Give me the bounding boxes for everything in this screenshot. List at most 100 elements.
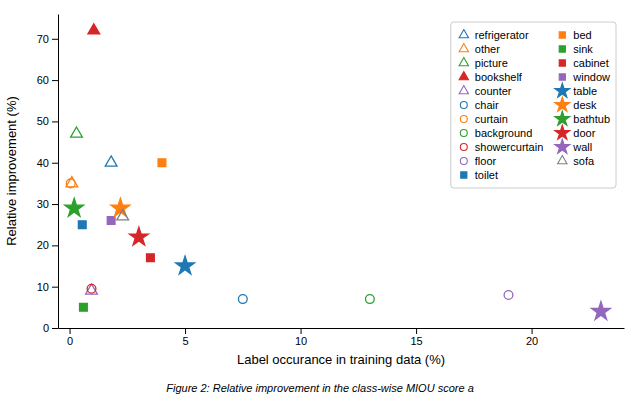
legend-item: chair [460, 99, 499, 111]
legend-symbol [555, 125, 570, 139]
point [176, 256, 195, 274]
legend-symbol [555, 111, 570, 125]
legend-label: picture [475, 57, 508, 69]
y-tick-mark [52, 204, 58, 205]
legend-symbol [460, 116, 467, 123]
legend-symbol [459, 58, 468, 66]
legend-label: refrigerator [475, 29, 529, 41]
point [117, 210, 129, 220]
legend-item: door [555, 125, 596, 139]
legend-item: curtain [460, 113, 508, 125]
point [87, 284, 96, 293]
legend-label: bookshelf [475, 71, 523, 83]
x-tick-label: 20 [526, 335, 538, 347]
legend-label: other [475, 43, 500, 55]
legend-symbol [555, 97, 570, 111]
point [65, 198, 84, 216]
legend-symbol [459, 72, 468, 80]
x-tick-label: 0 [67, 335, 73, 347]
legend-symbol [459, 86, 468, 94]
legend-symbol [460, 130, 467, 137]
y-tick: 0 [43, 322, 58, 334]
y-tick-label: 40 [37, 157, 49, 169]
y-tick: 40 [37, 157, 58, 169]
x-tick-mark [416, 328, 417, 334]
x-tick-label: 10 [295, 335, 307, 347]
legend-symbol [555, 139, 570, 153]
legend-label: bathtub [573, 113, 610, 125]
point [66, 177, 78, 187]
x-axis-title: Label occurance in training data (%) [237, 352, 445, 367]
legend-label: wall [572, 141, 592, 153]
legend-item: table [555, 83, 597, 97]
y-tick: 20 [37, 239, 58, 251]
y-tick-label: 10 [37, 281, 49, 293]
x-tick-label: 5 [182, 335, 188, 347]
legend-label: showercurtain [475, 141, 543, 153]
legend-label: bed [573, 29, 591, 41]
legend-symbol [460, 158, 467, 165]
legend-item: background [460, 127, 532, 139]
point [78, 221, 86, 229]
legend-label: sink [573, 43, 593, 55]
legend-symbol [460, 144, 467, 151]
legend-label: door [573, 127, 595, 139]
legend: refrigerator bed other sink picture cabinet bo… [451, 22, 616, 188]
legend-item: bed [559, 29, 591, 41]
legend-item: wall [555, 139, 592, 153]
legend-symbol [461, 172, 467, 178]
legend-item: other [459, 43, 500, 55]
legend-symbol [459, 44, 468, 52]
point [238, 295, 247, 304]
y-tick-mark [52, 245, 58, 246]
y-tick-label: 0 [43, 322, 49, 334]
point [86, 284, 98, 294]
y-tick-mark [52, 328, 58, 329]
y-axis-line [58, 15, 59, 329]
point [80, 303, 88, 311]
legend-label: table [573, 85, 597, 97]
y-tick: 70 [37, 33, 58, 45]
y-tick-label: 60 [37, 74, 49, 86]
legend-item: counter [459, 85, 512, 97]
legend-item: sink [559, 43, 593, 55]
y-tick: 10 [37, 281, 58, 293]
legend-label: background [475, 127, 533, 139]
x-tick: 20 [526, 328, 538, 347]
point [71, 127, 83, 137]
y-tick-mark [52, 39, 58, 40]
y-tick-label: 50 [37, 115, 49, 127]
x-tick-mark [185, 328, 186, 334]
point [504, 291, 513, 300]
point [88, 24, 100, 34]
x-tick-mark [70, 328, 71, 334]
legend-box [451, 22, 616, 188]
point [129, 227, 148, 245]
x-axis: 0 5 10 15 20 [59, 328, 625, 347]
point [147, 254, 155, 262]
legend-item: bookshelf [459, 71, 523, 83]
legend-label: cabinet [573, 57, 608, 69]
x-tick: 0 [67, 328, 73, 347]
legend-label: curtain [475, 113, 508, 125]
point [66, 179, 75, 188]
legend-item: window [559, 71, 610, 83]
point [366, 295, 375, 304]
legend-item: refrigerator [459, 29, 529, 41]
point [105, 156, 117, 166]
legend-item: bathtub [555, 111, 610, 125]
x-tick: 15 [410, 328, 422, 347]
y-tick-mark [52, 163, 58, 164]
legend-label: chair [475, 99, 499, 111]
legend-label: window [572, 71, 610, 83]
legend-symbol [460, 102, 467, 109]
chart: 05101520010203040506070Label occurance i… [0, 0, 640, 400]
legend-item: cabinet [559, 57, 609, 69]
y-axis-title: Relative improvement (%) [4, 96, 19, 246]
x-tick-label: 15 [410, 335, 422, 347]
legend-symbol [555, 83, 570, 97]
y-tick-mark [52, 80, 58, 81]
point [107, 217, 115, 225]
caption: Figure 2: Relative improvement in the cl… [166, 382, 474, 394]
legend-item: showercurtain [460, 141, 543, 153]
